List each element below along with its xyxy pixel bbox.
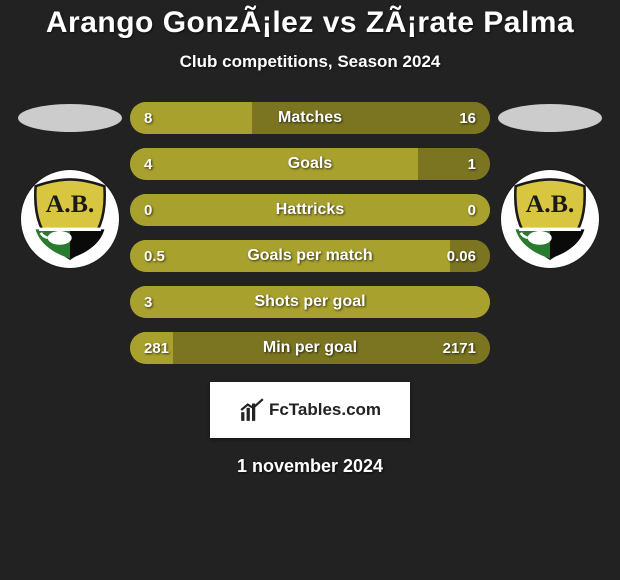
- stat-label: Goals: [130, 148, 490, 180]
- svg-text:A.B.: A.B.: [46, 189, 95, 218]
- stat-bar: 00Hattricks: [130, 194, 490, 226]
- root: Arango GonzÃ¡lez vs ZÃ¡rate Palma Club c…: [0, 0, 620, 477]
- stat-bar: 0.50.06Goals per match: [130, 240, 490, 272]
- stat-label: Matches: [130, 102, 490, 134]
- page-title: Arango GonzÃ¡lez vs ZÃ¡rate Palma: [0, 6, 620, 40]
- shield-icon: A.B.: [507, 176, 593, 262]
- right-team-badge: A.B.: [501, 170, 599, 268]
- fctables-logo-icon: [239, 397, 265, 423]
- stat-bar: 41Goals: [130, 148, 490, 180]
- svg-text:A.B.: A.B.: [526, 189, 575, 218]
- stat-bar: 3Shots per goal: [130, 286, 490, 318]
- shield-icon: A.B.: [27, 176, 113, 262]
- stat-bar: 2812171Min per goal: [130, 332, 490, 364]
- stat-bars: 816Matches 41Goals 00Hattricks 0.50.06Goals…: [130, 102, 490, 364]
- stat-label: Hattricks: [130, 194, 490, 226]
- left-player-col: A.B.: [10, 102, 130, 268]
- date-text: 1 november 2024: [0, 456, 620, 477]
- main-row: A.B. 816Matches 41Goals 00Hattricks 0.50.06…: [0, 102, 620, 364]
- stat-label: Min per goal: [130, 332, 490, 364]
- right-player-ellipse: [498, 104, 602, 132]
- right-player-col: A.B.: [490, 102, 610, 268]
- left-team-badge: A.B.: [21, 170, 119, 268]
- brand-text: FcTables.com: [269, 400, 381, 420]
- brand-badge: FcTables.com: [210, 382, 410, 438]
- stat-bar: 816Matches: [130, 102, 490, 134]
- subtitle: Club competitions, Season 2024: [0, 52, 620, 72]
- stat-label: Shots per goal: [130, 286, 490, 318]
- stat-label: Goals per match: [130, 240, 490, 272]
- left-player-ellipse: [18, 104, 122, 132]
